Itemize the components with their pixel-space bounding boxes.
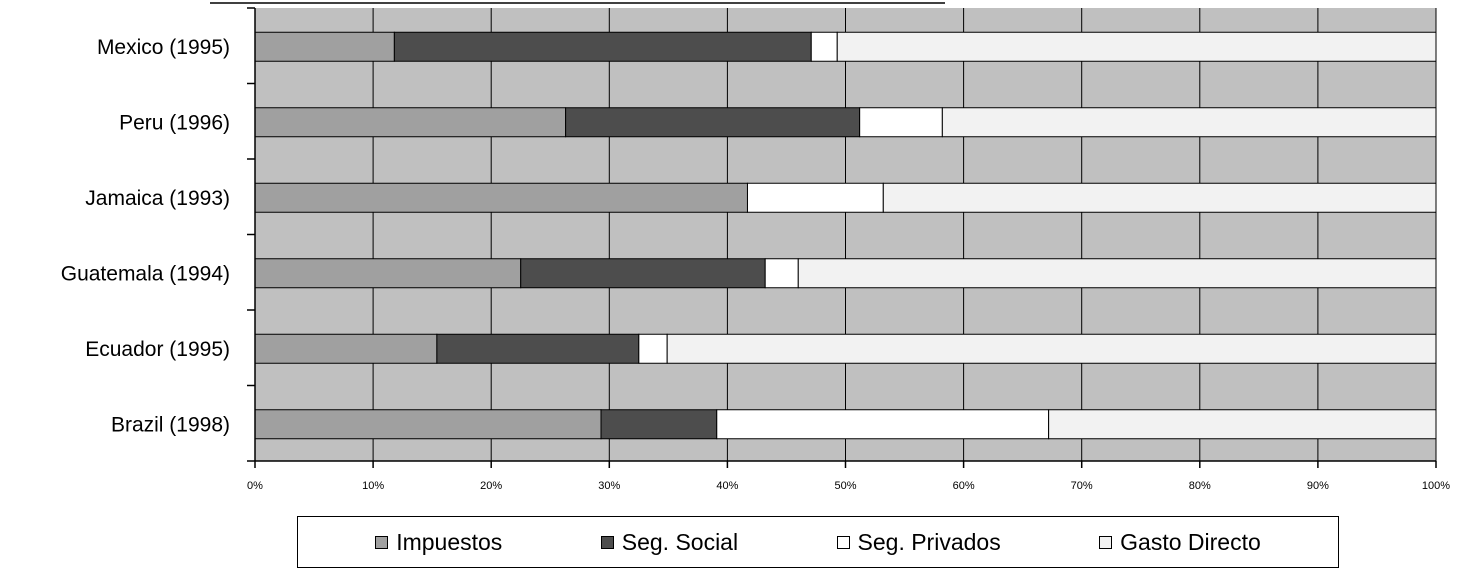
bar-segment bbox=[254, 258, 522, 289]
bar-segment bbox=[254, 333, 438, 364]
x-tick-label: 40% bbox=[716, 480, 738, 492]
category-label: Mexico (1995) bbox=[97, 36, 230, 59]
bar-segment bbox=[666, 333, 1437, 364]
x-tick-label: 30% bbox=[598, 480, 620, 492]
bar-segment bbox=[520, 258, 766, 289]
bar-segment bbox=[746, 182, 884, 213]
bar-segment bbox=[716, 409, 1050, 440]
bar-segment bbox=[797, 258, 1437, 289]
bar-segment bbox=[436, 333, 640, 364]
x-tick-label: 90% bbox=[1307, 480, 1329, 492]
x-tick-label: 0% bbox=[247, 480, 263, 492]
bar-segment bbox=[393, 31, 812, 62]
bar-segment bbox=[941, 107, 1437, 138]
legend-label: Impuestos bbox=[396, 528, 503, 555]
category-label: Jamaica (1993) bbox=[85, 187, 230, 210]
category-label: Brazil (1998) bbox=[111, 413, 230, 436]
bar-segment bbox=[836, 31, 1437, 62]
bar-segment bbox=[254, 107, 567, 138]
category-label: Peru (1996) bbox=[119, 111, 230, 134]
x-tick-label: 50% bbox=[834, 480, 856, 492]
legend-item: Seg. Social bbox=[600, 528, 739, 556]
legend-swatch bbox=[600, 535, 614, 549]
x-tick-label: 10% bbox=[362, 480, 384, 492]
bar-segment bbox=[254, 409, 602, 440]
bar-segment bbox=[254, 31, 395, 62]
x-tick-label: 70% bbox=[1071, 480, 1093, 492]
category-label: Guatemala (1994) bbox=[61, 262, 230, 285]
legend-swatch bbox=[375, 535, 389, 549]
legend-label: Seg. Social bbox=[621, 528, 739, 555]
bar-segment bbox=[254, 182, 748, 213]
bar-segment bbox=[764, 258, 799, 289]
legend: Impuestos Seg. Social Seg. Privados Gasto D… bbox=[297, 516, 1339, 568]
stacked-bar-chart: Mexico (1995) Peru (1996) Jamaica (1993) Gu… bbox=[61, 2, 1450, 492]
legend-label: Seg. Privados bbox=[857, 528, 1001, 555]
legend-swatch bbox=[1099, 535, 1113, 549]
x-tick-label: 100% bbox=[1422, 480, 1450, 492]
legend-item: Seg. Privados bbox=[836, 528, 1001, 556]
bar-segment bbox=[600, 409, 718, 440]
bar-segment bbox=[882, 182, 1437, 213]
legend-label: Gasto Directo bbox=[1120, 528, 1261, 555]
bar-segment bbox=[638, 333, 668, 364]
category-label: Ecuador (1995) bbox=[85, 338, 230, 361]
legend-item: Impuestos bbox=[375, 529, 502, 556]
legend-item: Gasto Directo bbox=[1099, 529, 1261, 556]
bar-segment bbox=[810, 31, 838, 62]
x-tick-label: 20% bbox=[480, 480, 502, 492]
bar-segment bbox=[565, 107, 861, 138]
legend-swatch bbox=[836, 535, 850, 549]
x-tick-label: 80% bbox=[1189, 480, 1211, 492]
x-tick-label: 60% bbox=[953, 480, 975, 492]
bar-segment bbox=[1048, 409, 1437, 440]
bar-segment bbox=[859, 107, 943, 138]
